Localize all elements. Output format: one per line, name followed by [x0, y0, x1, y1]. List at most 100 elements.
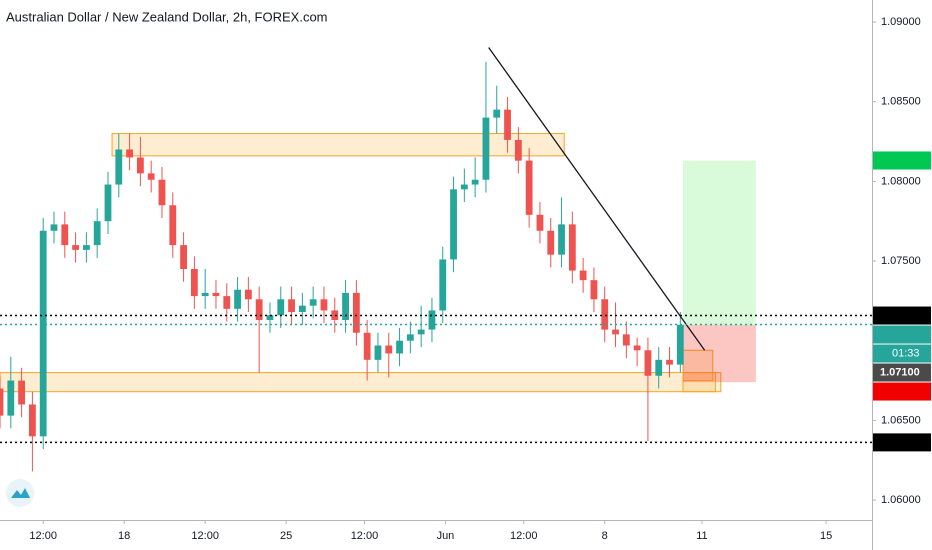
x-tick-label: 12:00 — [191, 530, 219, 542]
candle-body — [590, 280, 598, 300]
candle-body — [450, 189, 457, 260]
candle-body — [136, 157, 144, 174]
candle-body — [439, 259, 447, 311]
y-tick-label: 1.07500 — [881, 255, 921, 267]
price-label-box — [873, 306, 931, 325]
candle-body — [514, 139, 522, 161]
x-tick-label: 15 — [820, 530, 832, 542]
candle-body — [201, 292, 209, 297]
candle-body — [0, 388, 4, 416]
candle-body — [482, 117, 490, 180]
candle-body — [234, 289, 241, 309]
logo — [6, 479, 34, 507]
candle-body — [61, 224, 69, 246]
candle-body — [622, 334, 630, 346]
candle-body — [93, 221, 101, 246]
candle-body — [147, 173, 155, 180]
candle-body — [104, 184, 112, 222]
y-tick-label: 1.06500 — [881, 414, 921, 426]
candle-body — [115, 149, 123, 185]
zone — [111, 133, 565, 157]
zone — [682, 349, 714, 382]
candle-body — [277, 299, 285, 316]
price-label-box — [873, 382, 931, 401]
target-zone — [683, 160, 756, 325]
candle-body — [50, 224, 58, 231]
candle-body — [558, 224, 565, 255]
candle-body — [579, 270, 587, 281]
candle-body — [255, 299, 263, 320]
y-tick-label: 1.06000 — [881, 494, 921, 506]
candle-body — [169, 205, 177, 246]
candle-body — [612, 329, 619, 335]
x-tick-label: 25 — [280, 530, 292, 542]
candle-body — [493, 109, 501, 118]
candle-body — [504, 109, 511, 140]
candle-body — [72, 245, 79, 250]
y-tick-label: 1.08000 — [881, 175, 921, 187]
candle-body — [374, 345, 382, 360]
candle-body — [396, 340, 403, 354]
candle-body — [331, 310, 339, 320]
price-label-box — [873, 363, 931, 382]
candle-body — [266, 315, 274, 320]
candle-body — [536, 214, 544, 231]
candle-body — [644, 350, 652, 376]
zone — [0, 372, 716, 393]
candle-body — [342, 292, 349, 320]
candle-body — [352, 292, 360, 333]
candle-body — [547, 230, 555, 255]
candle-body — [633, 345, 641, 351]
chart-title: Australian Dollar / New Zealand Dollar, … — [6, 9, 328, 24]
candle-body — [385, 345, 393, 354]
candle-body — [298, 305, 306, 313]
candle-body — [666, 359, 673, 365]
price-label-box — [873, 433, 931, 452]
candle-body — [212, 292, 220, 297]
candle-body — [7, 380, 15, 416]
countdown: 01:33 — [892, 347, 920, 359]
candle-body — [82, 245, 90, 250]
candle-body — [126, 149, 133, 158]
candle-body — [655, 359, 663, 376]
candle-body — [180, 245, 187, 270]
x-tick-label: Jun — [437, 530, 455, 542]
price-label-box — [873, 151, 931, 170]
candle-body — [244, 289, 252, 300]
y-tick-label: 1.08500 — [881, 96, 921, 108]
x-tick-label: 11 — [696, 530, 707, 542]
price-label-box — [873, 325, 931, 344]
candle-body — [471, 179, 479, 185]
candle-body — [39, 230, 47, 437]
x-tick-label: 18 — [118, 530, 130, 542]
x-tick-label: 8 — [602, 530, 608, 542]
candle-body — [363, 332, 371, 360]
countdown-box — [873, 344, 931, 363]
candle-body — [223, 296, 231, 309]
candle-body — [428, 310, 436, 330]
candle-body — [406, 334, 414, 341]
candle-body — [525, 160, 533, 215]
x-tick-label: 12:00 — [351, 530, 379, 542]
x-tick-label: 12:00 — [29, 530, 57, 542]
zone — [682, 372, 722, 393]
price-label: 1.07100 — [880, 366, 920, 378]
candle-body — [320, 299, 328, 311]
candle-body — [288, 299, 295, 313]
y-tick-label: 1.09000 — [881, 16, 921, 28]
trendline — [488, 47, 706, 351]
candle-body — [417, 329, 425, 335]
candle-body — [28, 404, 36, 437]
candle-body — [676, 324, 684, 365]
candle-body — [309, 299, 317, 306]
candle-body — [190, 269, 198, 297]
x-tick-label: 12:00 — [510, 530, 538, 542]
candle-body — [18, 380, 25, 405]
candle-body — [601, 299, 609, 330]
candle-body — [568, 224, 576, 271]
stop-zone — [683, 324, 756, 383]
candle-body — [460, 184, 468, 190]
candle-body — [158, 179, 166, 206]
